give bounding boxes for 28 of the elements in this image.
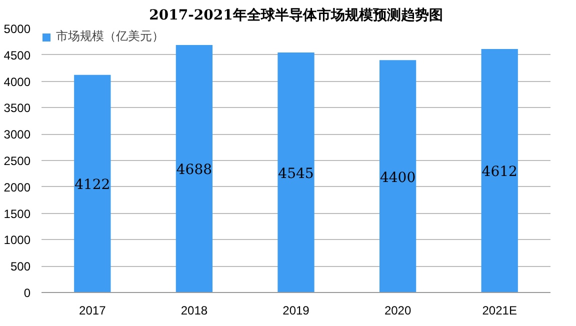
legend-label: 市场规模（亿美元）	[56, 28, 164, 45]
x-tick-label: 2017	[79, 304, 106, 318]
x-tick-label: 2021E	[482, 304, 517, 318]
bar	[278, 52, 314, 292]
x-tick-label: 2019	[282, 304, 310, 318]
data-label: 4400	[380, 170, 416, 186]
bar	[74, 74, 111, 292]
bar	[481, 48, 518, 292]
y-tick-label: 4500	[4, 48, 31, 62]
y-tick-label: 3500	[4, 101, 31, 116]
x-tick-label: 2018	[180, 304, 208, 318]
y-tick-label: 500	[10, 260, 31, 274]
y-tick-label: 3000	[4, 128, 31, 142]
y-tick-label: 5000	[4, 22, 31, 36]
data-label: 4612	[482, 164, 518, 180]
x-tick-label: 2020	[384, 304, 412, 318]
y-tick-label: 1000	[4, 233, 31, 248]
y-tick-label: 2500	[4, 154, 31, 168]
data-label: 4545	[278, 166, 314, 182]
y-tick-label: 2000	[4, 180, 31, 194]
y-tick-label: 4000	[4, 74, 31, 89]
y-tick-label: 0	[24, 286, 31, 300]
data-label: 4122	[74, 177, 110, 194]
y-tick-label: 1500	[4, 206, 31, 221]
bar	[176, 44, 213, 292]
bar	[379, 60, 416, 292]
data-label: 4688	[176, 162, 212, 178]
chart-title: 2017-2021年全球半导体市场规模预测趋势图	[149, 6, 443, 24]
